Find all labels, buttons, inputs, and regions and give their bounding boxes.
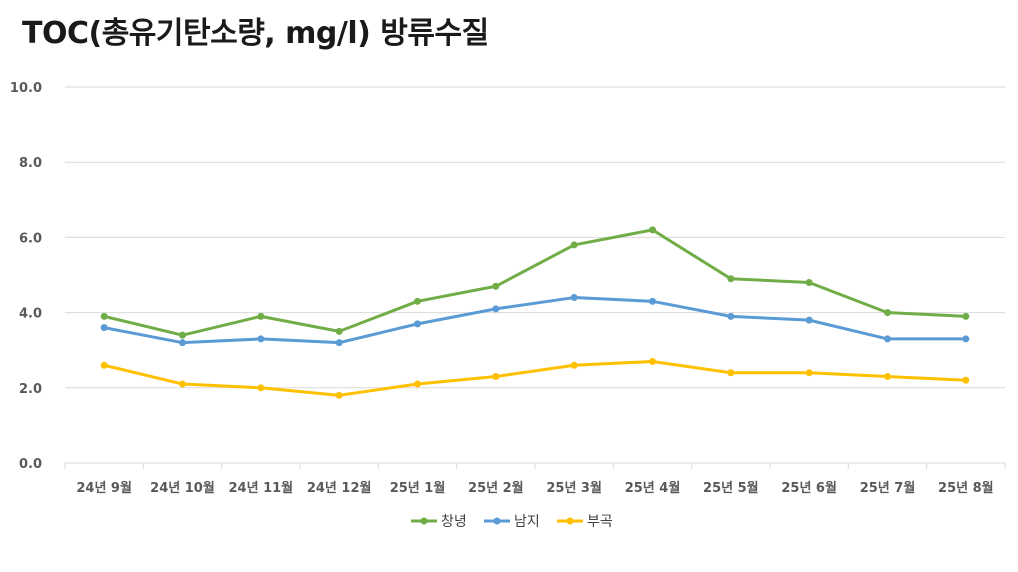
data-point <box>649 226 656 234</box>
x-tick-label: 25년 8월 <box>938 480 994 496</box>
y-tick-label: 8.0 <box>19 156 42 171</box>
data-point <box>962 335 970 343</box>
x-tick-label: 24년 9월 <box>76 480 132 496</box>
data-point <box>179 380 186 388</box>
series-line <box>103 359 966 397</box>
data-point <box>962 312 970 320</box>
y-tick-label: 10.0 <box>10 81 42 96</box>
legend-label: 남지 <box>514 514 540 530</box>
legend-marker <box>493 517 501 525</box>
series-line <box>103 228 966 337</box>
data-point <box>100 324 108 332</box>
chart-title: TOC(총유기탄소량, mg/l) 방류수질 <box>22 16 489 51</box>
data-point <box>414 380 421 388</box>
legend-label: 부곡 <box>587 514 613 530</box>
y-tick-label: 6.0 <box>19 231 42 246</box>
data-point <box>649 297 656 305</box>
data-point <box>257 335 265 343</box>
data-point <box>962 376 970 384</box>
series-남지 <box>100 294 970 347</box>
legend-marker <box>420 517 428 525</box>
data-point <box>335 327 343 335</box>
series-line <box>103 296 966 345</box>
data-point <box>492 373 500 381</box>
data-point <box>884 373 891 381</box>
data-point <box>805 279 813 287</box>
data-point <box>727 369 735 377</box>
data-point <box>257 384 265 392</box>
data-point <box>414 320 421 328</box>
data-point <box>414 297 421 305</box>
data-point <box>179 339 186 347</box>
data-point <box>805 316 813 324</box>
series-창녕 <box>100 226 970 339</box>
x-tick-label: 24년 12월 <box>307 480 372 496</box>
data-point <box>570 294 578 302</box>
data-point <box>570 361 578 369</box>
y-tick-label: 4.0 <box>19 307 42 322</box>
x-tick-label: 25년 3월 <box>546 480 602 496</box>
x-tick-label: 25년 6월 <box>781 480 837 496</box>
data-point <box>100 361 108 369</box>
data-point <box>805 369 813 377</box>
x-tick-label: 25년 2월 <box>468 480 524 496</box>
x-tick-label: 25년 5월 <box>703 480 759 496</box>
data-point <box>727 312 735 320</box>
data-point <box>492 282 500 290</box>
legend-marker <box>566 517 574 525</box>
data-point <box>100 312 108 320</box>
data-point <box>179 331 186 339</box>
x-tick-label: 24년 10월 <box>150 480 215 496</box>
data-point <box>727 275 735 283</box>
data-point <box>884 335 891 343</box>
y-tick-label: 0.0 <box>19 457 42 472</box>
data-point <box>335 391 343 399</box>
x-tick-label: 25년 1월 <box>390 480 446 496</box>
series-부곡 <box>100 357 970 399</box>
data-point <box>884 309 891 317</box>
x-tick-label: 24년 11월 <box>229 480 294 496</box>
data-point <box>257 312 265 320</box>
data-point <box>570 241 578 249</box>
legend-label: 창녕 <box>441 514 467 530</box>
data-point <box>492 305 500 313</box>
y-tick-label: 2.0 <box>19 382 42 397</box>
data-point <box>649 357 656 365</box>
x-tick-label: 25년 4월 <box>625 480 681 496</box>
x-tick-label: 25년 7월 <box>860 480 916 496</box>
data-point <box>335 339 343 347</box>
